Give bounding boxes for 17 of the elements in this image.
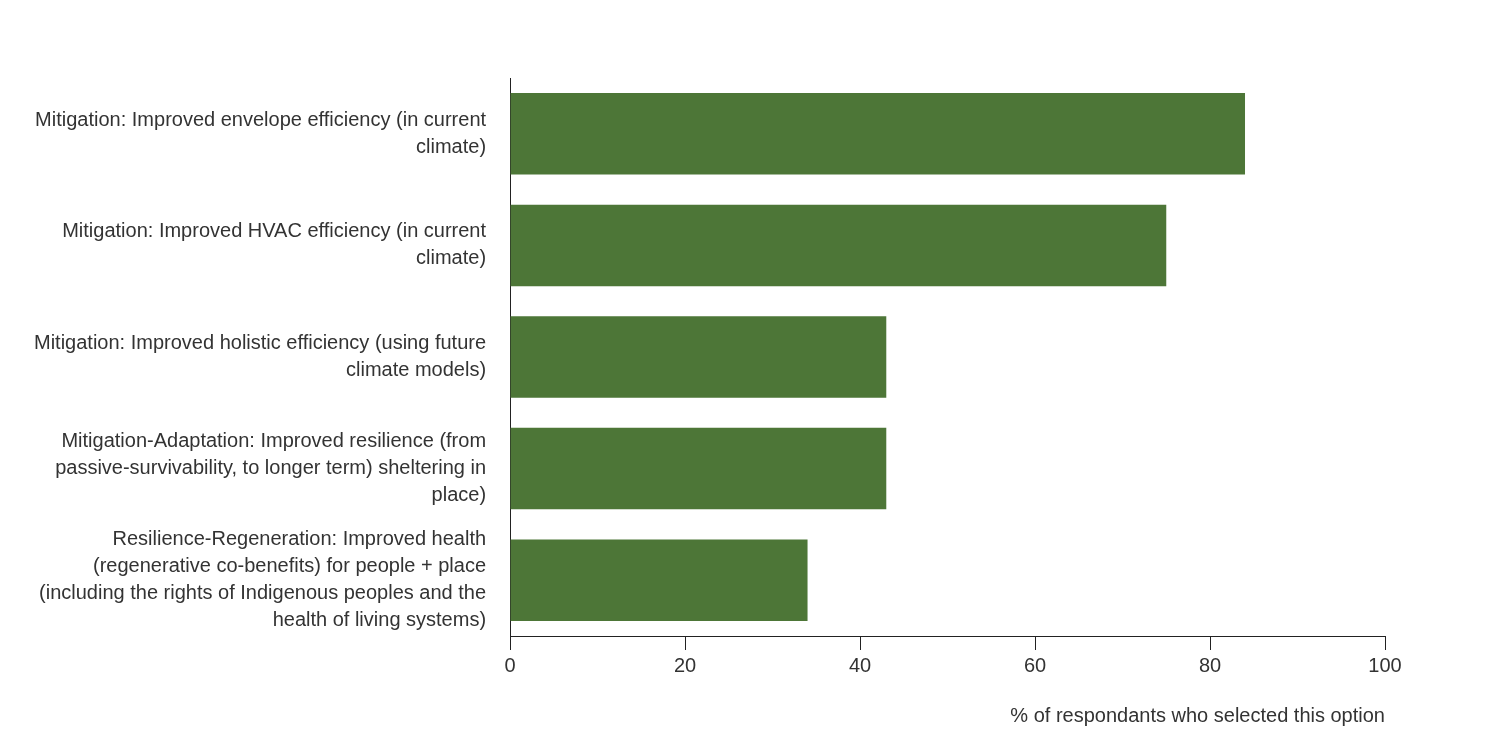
bar: [510, 427, 887, 510]
y-tick-label: Mitigation: Improved envelope efficiency (in current climate): [35, 107, 487, 157]
bar: [510, 316, 887, 398]
x-tick-label: 20: [673, 653, 697, 676]
bar: [510, 93, 1246, 175]
x-tick-label: 60: [1023, 653, 1047, 676]
x-tick-label: 80: [1198, 653, 1222, 676]
x-axis-title: % of respondants who selected this option: [1010, 703, 1385, 726]
y-tick-label: Resilience-Regeneration: Improved health (regenerative co-benefits) for people + place (including the rights of Indigenous peoples and the health of living systems): [39, 527, 487, 631]
bar: [510, 204, 1167, 287]
y-tick-label: Mitigation: Improved holistic efficiency (using future climate models): [34, 331, 487, 381]
x-tick-label: 0: [504, 653, 516, 676]
x-tick-label: 40: [848, 653, 872, 676]
y-tick-label: Mitigation: Improved HVAC efficiency (in current climate): [62, 219, 487, 269]
x-tick-label: 100: [1368, 653, 1402, 676]
y-tick-label: Mitigation-Adaptation: Improved resilience (from passive-survivability, to longer term) sheltering in place): [55, 429, 487, 506]
bar: [510, 539, 808, 621]
